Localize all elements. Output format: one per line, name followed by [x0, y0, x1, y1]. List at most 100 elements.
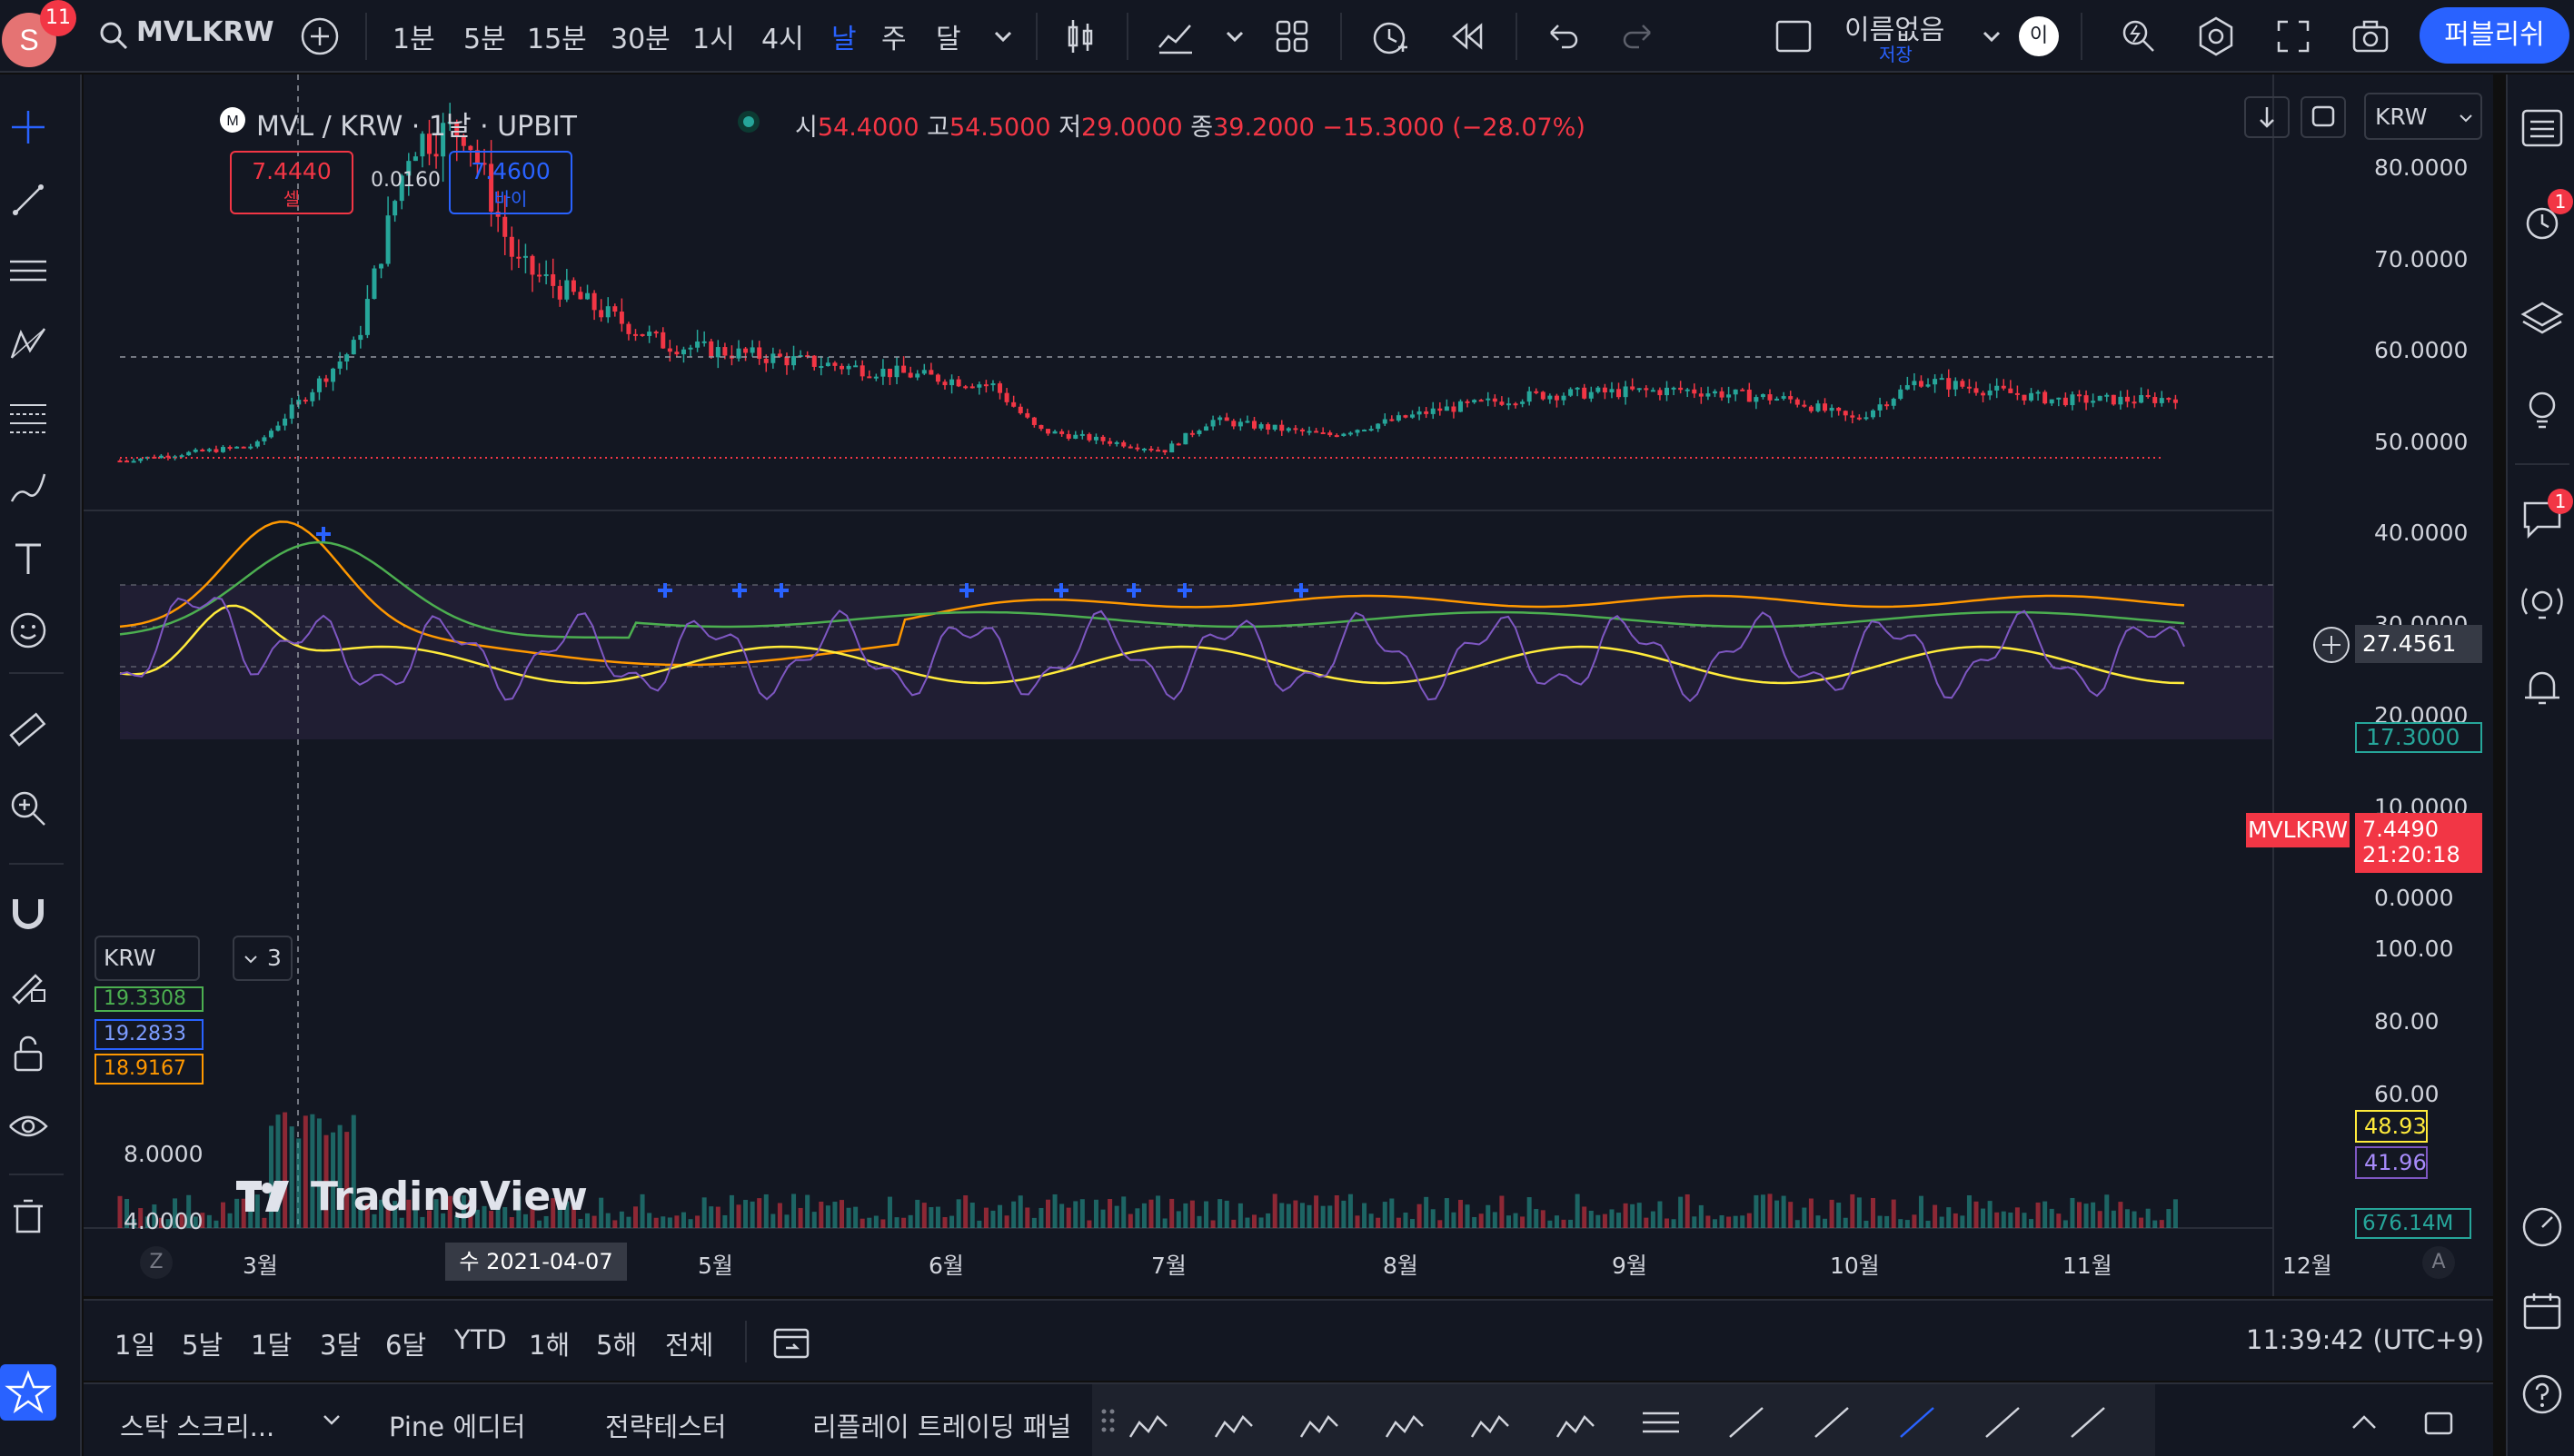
publish-button[interactable]: 퍼블리쉬 — [2420, 7, 2569, 64]
range-button[interactable]: 5해 — [596, 1330, 638, 1361]
interval-5[interactable]: 4시 — [761, 24, 804, 55]
replay-icon[interactable] — [1445, 15, 1488, 58]
indicator-collapse-button[interactable]: 3 — [233, 936, 293, 981]
interval-8[interactable]: 달 — [936, 24, 961, 55]
elliott-ac-icon[interactable] — [1212, 1401, 1256, 1444]
crosshair-icon[interactable] — [1895, 1401, 1939, 1444]
interval-3[interactable]: 30분 — [611, 24, 671, 55]
scroll-to-latest-button[interactable] — [2244, 96, 2290, 138]
time-axis-left-button[interactable]: Z — [140, 1246, 173, 1279]
path-icon[interactable] — [1468, 1401, 1512, 1444]
reset-scale-button[interactable] — [2301, 96, 2346, 138]
crosshair-icon[interactable] — [8, 107, 48, 147]
range-button[interactable]: 3달 — [320, 1330, 362, 1361]
interval-1[interactable]: 5분 — [463, 24, 506, 55]
panel-tab[interactable]: Pine 에디터 — [389, 1411, 526, 1442]
pen-icon[interactable] — [2066, 1401, 2110, 1444]
range-button[interactable]: 1해 — [529, 1330, 571, 1361]
fullscreen-icon[interactable] — [2271, 15, 2315, 58]
streams-icon[interactable] — [2519, 581, 2565, 627]
alert-clock-icon[interactable] — [1367, 15, 1411, 58]
indicators-icon[interactable] — [1154, 15, 1198, 58]
layers-icon[interactable] — [2519, 296, 2565, 342]
user-badge[interactable]: 이 — [2019, 16, 2059, 56]
chart-pane[interactable]: M MVL / KRW · 1날 · UPBIT 시54.4000 고54.50… — [84, 74, 2493, 1296]
add-alert-icon[interactable] — [2313, 627, 2350, 663]
indicator-currency-select[interactable]: KRW — [94, 936, 200, 981]
clock-timezone[interactable]: 11:39:42 (UTC+9) — [2246, 1324, 2485, 1355]
chevron-down-icon[interactable] — [981, 15, 1025, 58]
fib-icon[interactable] — [8, 396, 48, 436]
interval-2[interactable]: 15분 — [527, 24, 587, 55]
interval-4[interactable]: 1시 — [692, 24, 735, 55]
chevron-down-icon[interactable] — [1970, 15, 2013, 58]
range-button[interactable]: 5날 — [182, 1330, 224, 1361]
eye-icon[interactable] — [8, 1106, 48, 1146]
unlock-icon[interactable] — [8, 1034, 48, 1074]
chevron-down-icon[interactable] — [318, 1406, 345, 1433]
magnet-icon[interactable] — [8, 892, 48, 932]
panel-tab[interactable]: 리플레이 트레이딩 패널 — [812, 1411, 1072, 1442]
ray-icon[interactable] — [1724, 1401, 1768, 1444]
candle-body — [1430, 408, 1436, 414]
panel-tab[interactable]: 스탁 스크리... — [120, 1411, 275, 1442]
redo-icon[interactable] — [1617, 15, 1661, 58]
drag-handle-icon[interactable] — [1099, 1404, 1118, 1437]
goto-date-icon[interactable] — [770, 1321, 813, 1364]
trash-icon[interactable] — [8, 1195, 48, 1235]
layout-grid-icon[interactable] — [1270, 15, 1314, 58]
settings-icon[interactable] — [2194, 15, 2238, 58]
range-button[interactable]: YTD — [454, 1324, 507, 1355]
add-symbol-icon[interactable] — [298, 15, 342, 58]
emoji-icon[interactable] — [8, 610, 48, 650]
elliott-wz-icon[interactable] — [1554, 1401, 1597, 1444]
buy-button[interactable]: 7.4600 바이 — [449, 151, 572, 214]
watchlist-icon[interactable] — [2519, 105, 2565, 151]
quick-search-icon[interactable] — [2117, 15, 2161, 58]
lock-drawing-icon[interactable] — [8, 965, 48, 1005]
layout-toggle-icon[interactable] — [1772, 15, 1815, 58]
currency-select[interactable]: KRW — [2364, 93, 2482, 140]
maximize-panel-icon[interactable] — [2420, 1404, 2457, 1441]
elliott-ae-icon[interactable] — [1297, 1401, 1341, 1444]
zoom-in-icon[interactable] — [8, 788, 48, 828]
symbol-search[interactable]: MVLKRW — [98, 15, 280, 58]
ruler-icon[interactable] — [8, 710, 48, 750]
elliott-15-icon[interactable] — [1127, 1401, 1170, 1444]
panel-tab[interactable]: 전략테스터 — [605, 1411, 727, 1442]
layout-name[interactable]: 이름없음 저장 — [1844, 7, 1953, 65]
camera-icon[interactable] — [2349, 15, 2392, 58]
interval-6[interactable]: 날 — [831, 24, 857, 55]
text-icon[interactable] — [8, 538, 48, 578]
pattern-icon[interactable] — [8, 323, 48, 363]
chevron-up-icon[interactable] — [2346, 1404, 2382, 1441]
trend-line-icon[interactable] — [8, 180, 48, 220]
time-axis-right-button[interactable]: A — [2422, 1246, 2455, 1279]
range-button[interactable]: 1일 — [114, 1330, 156, 1361]
brush-icon[interactable] — [1810, 1401, 1853, 1444]
calendar-icon[interactable] — [2519, 1288, 2565, 1333]
alerts-icon[interactable] — [2519, 198, 2565, 243]
notifications-bell-icon[interactable] — [2519, 665, 2565, 710]
elliott-wy-icon[interactable] — [1383, 1401, 1426, 1444]
sell-button[interactable]: 7.4440 셀 — [230, 151, 353, 214]
candle-body — [1183, 432, 1188, 445]
range-button[interactable]: 1달 — [251, 1330, 293, 1361]
interval-0[interactable]: 1분 — [393, 24, 435, 55]
lines-icon[interactable] — [1639, 1401, 1683, 1444]
favorites-button[interactable] — [0, 1364, 56, 1421]
dom-gauge-icon[interactable] — [2519, 1204, 2565, 1250]
price-chart[interactable] — [84, 74, 2493, 1296]
fib-icon[interactable] — [1981, 1401, 2024, 1444]
ideas-icon[interactable] — [2519, 387, 2565, 432]
range-button[interactable]: 6달 — [385, 1330, 427, 1361]
help-icon[interactable] — [2519, 1372, 2565, 1417]
interval-7[interactable]: 주 — [881, 24, 907, 55]
range-button[interactable]: 전체 — [665, 1330, 714, 1361]
brush-icon[interactable] — [8, 467, 48, 507]
legend-title[interactable]: MVL / KRW · 1날 · UPBIT — [256, 111, 577, 143]
chevron-down-icon[interactable] — [1213, 15, 1257, 58]
undo-icon[interactable] — [1540, 15, 1584, 58]
candles-icon[interactable] — [1058, 15, 1102, 58]
horizontal-lines-icon[interactable] — [8, 251, 48, 291]
